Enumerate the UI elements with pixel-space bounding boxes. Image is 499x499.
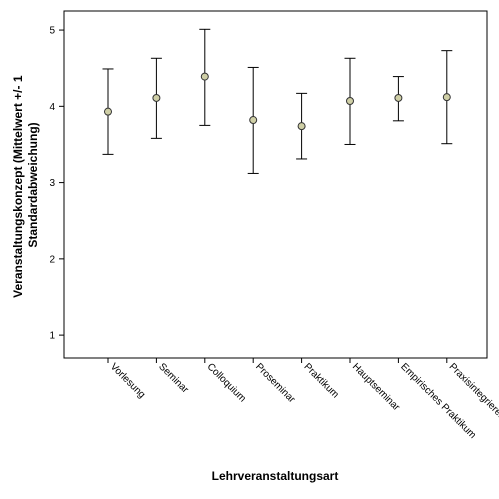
mean-marker-0 (104, 107, 112, 116)
y-axis-title: Veranstaltungskonzept (Mittelwert +/- 1 … (11, 72, 40, 298)
y-tick-label-1: 1 (49, 331, 55, 342)
y-tick-label-2: 2 (49, 254, 55, 265)
y-axis-title-line1: Veranstaltungskonzept (Mittelwert +/- 1 (11, 75, 25, 298)
mean-marker-1 (152, 93, 161, 102)
x-tick-label-4: Praktikum (301, 361, 340, 400)
mean-marker-4 (297, 122, 306, 131)
error-bar-series (102, 28, 453, 174)
mean-marker-3 (249, 116, 258, 125)
x-tick-label-3: Proseminar (253, 361, 297, 405)
mean-marker-7 (442, 93, 451, 102)
x-axis: Vorlesung Seminar Colloquium Proseminar Prak… (107, 358, 499, 441)
x-tick-label-2: Colloquium (205, 361, 248, 404)
x-axis-title: Lehrveranstaltungsart (212, 469, 339, 483)
y-tick-label-3: 3 (49, 178, 55, 189)
y-tick-label-5: 5 (49, 26, 55, 37)
mean-marker-5 (346, 96, 354, 105)
x-tick-label-5: Hauptseminar (350, 361, 402, 413)
x-tick-label-0: Vorlesung (108, 361, 147, 400)
x-tick-label-1: Seminar (156, 361, 191, 396)
y-axis: 1 2 3 4 5 (49, 26, 64, 342)
plot-area (63, 10, 488, 359)
y-tick-label-4: 4 (49, 102, 55, 113)
mean-marker-6 (394, 93, 403, 102)
y-axis-title-line2: Standardabweichung) (26, 122, 40, 247)
mean-marker-2 (200, 72, 209, 81)
